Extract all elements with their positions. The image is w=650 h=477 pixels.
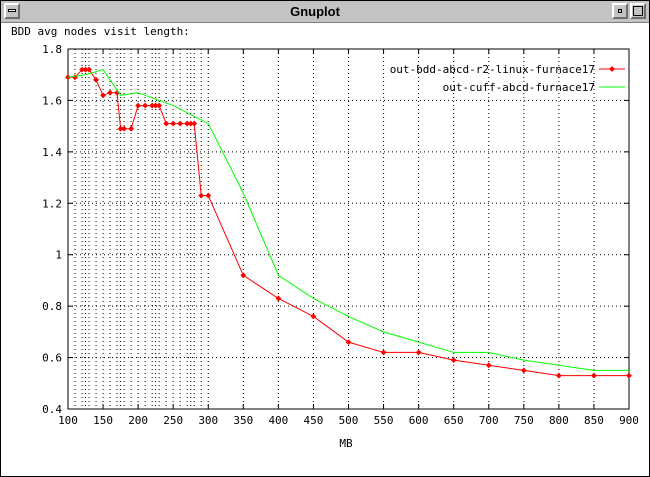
series-1-point	[415, 349, 422, 356]
x-tick-label: 700	[479, 414, 499, 427]
series-1-point	[93, 76, 99, 83]
series-1-point	[310, 313, 317, 320]
series-1-point	[555, 372, 562, 379]
series-1-point	[626, 372, 632, 379]
minimize-icon	[618, 9, 622, 13]
series-1-point	[240, 272, 247, 279]
series-1-point	[275, 295, 282, 302]
series-1-point	[177, 120, 184, 127]
y-tick-label: 1	[55, 249, 62, 262]
series-1-point	[380, 349, 387, 356]
legend-label-1: out-bdd-abcd-r2-linux-furnace17	[390, 63, 595, 76]
series-1-point	[170, 120, 177, 127]
series-1-point	[191, 120, 198, 127]
x-tick-label: 500	[339, 414, 359, 427]
minimize-button[interactable]	[612, 3, 628, 19]
x-tick-label: 100	[58, 414, 78, 427]
title-bar[interactable]: Gnuplot	[1, 1, 649, 23]
plot-canvas: BDD avg nodes visit length: 100 150 200 250…	[11, 25, 639, 450]
x-tick-label: 450	[304, 414, 324, 427]
x-tick-label: 650	[444, 414, 464, 427]
series-1-point	[485, 362, 492, 369]
y-tick-label: 1.6	[42, 94, 62, 107]
x-tick-label: 600	[409, 414, 429, 427]
series-1-point	[100, 92, 106, 99]
maximize-button[interactable]	[630, 3, 646, 19]
series-1-point	[205, 192, 212, 199]
x-tick-label: 900	[619, 414, 639, 427]
x-tick-label: 300	[198, 414, 218, 427]
x-axis-label: MB	[339, 437, 353, 450]
series-1-point	[163, 120, 170, 127]
series-1-point	[86, 66, 92, 73]
maximize-icon	[633, 6, 643, 16]
x-tick-label: 150	[93, 414, 113, 427]
legend: out-bdd-abcd-r2-linux-furnace17 out-cuff-…	[390, 63, 625, 94]
y-tick-label: 1.4	[42, 146, 62, 159]
chart-title: BDD avg nodes visit length:	[11, 25, 190, 38]
x-tick-label: 800	[549, 414, 569, 427]
y-tick-label: 0.6	[42, 352, 62, 365]
series-1-point	[128, 125, 135, 132]
series-1-point	[107, 89, 113, 96]
series-1-point	[345, 339, 352, 346]
x-tick-label: 550	[374, 414, 394, 427]
x-tick-label: 250	[163, 414, 183, 427]
x-tick-label: 350	[233, 414, 253, 427]
window-title: Gnuplot	[290, 4, 340, 19]
y-tick-label: 0.4	[42, 403, 62, 416]
window-menu-icon	[8, 9, 16, 12]
series-1-point	[142, 102, 149, 109]
x-tick-label: 200	[128, 414, 148, 427]
y-tick-label: 0.8	[42, 300, 62, 313]
legend-marker-1	[609, 66, 615, 72]
series-1-point	[450, 357, 457, 364]
series-1-point	[198, 192, 205, 199]
grid	[68, 49, 629, 409]
series-1-point	[121, 125, 128, 132]
axes: 100 150 200 250 300 350 400 450 500 550 600 650 700 7…	[42, 43, 639, 427]
window-menu-button[interactable]	[4, 3, 20, 19]
series-1-point	[591, 372, 597, 379]
x-tick-label: 850	[584, 414, 604, 427]
y-tick-label: 1.2	[42, 197, 62, 210]
x-tick-label: 400	[268, 414, 288, 427]
series-1-point	[520, 367, 527, 374]
x-tick-label: 750	[514, 414, 534, 427]
series-1-point	[156, 102, 163, 109]
series-1-point	[135, 102, 142, 109]
series-line-2	[67, 68, 629, 371]
legend-label-2: out-cuff-abcd-furnace17	[443, 81, 595, 94]
series	[65, 66, 632, 379]
y-tick-label: 1.8	[42, 43, 62, 56]
